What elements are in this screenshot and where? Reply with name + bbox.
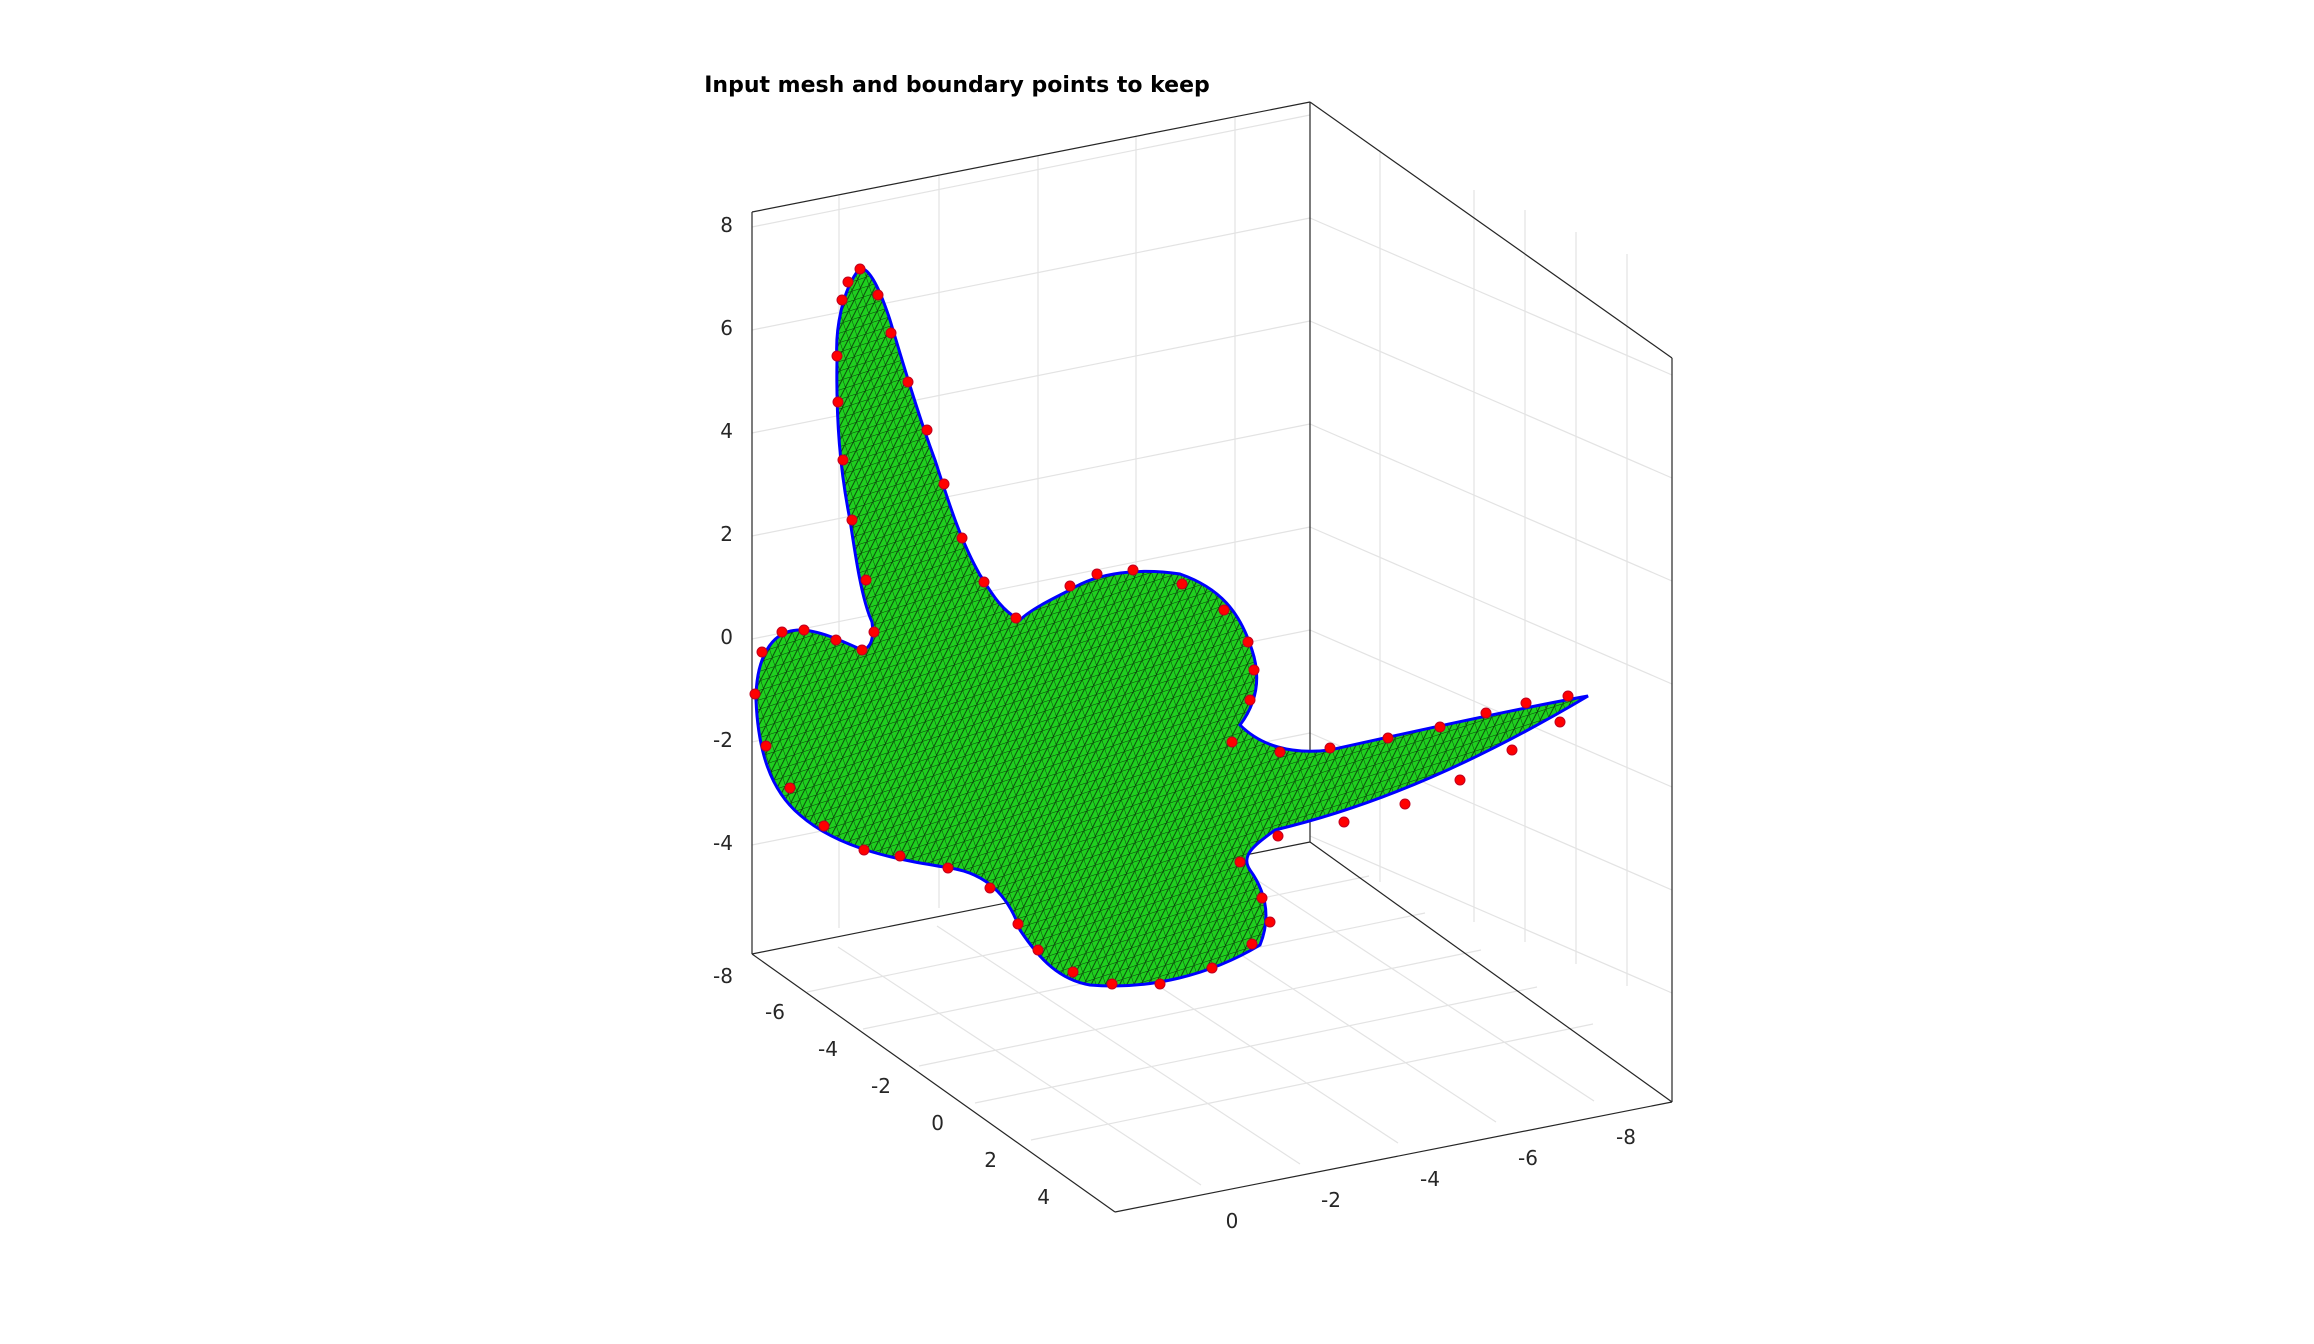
x-axis-ticks: -6 -4 -2 0 2 4 [765,1000,1050,1209]
z-tick-label: 0 [720,625,733,649]
y-tick-label: -4 [1420,1167,1440,1191]
x-tick-label: -4 [818,1037,838,1061]
y-tick-label: 0 [1226,1209,1239,1233]
y-tick-label: -6 [1518,1146,1538,1170]
boundary-points [749,263,1574,990]
z-tick-label: -2 [713,728,733,752]
z-tick-label: -4 [713,831,733,855]
z-tick-label: -8 [713,964,733,988]
x-tick-label: 0 [931,1111,944,1135]
x-tick-label: -6 [765,1000,785,1024]
chart-title: Input mesh and boundary points to keep [704,73,1210,98]
y-axis-ticks: 0 -2 -4 -6 -8 [1226,1125,1636,1233]
z-tick-label: 2 [720,522,733,546]
y-tick-label: -8 [1616,1125,1636,1149]
z-axis-ticks: 8 6 4 2 0 -2 -4 -8 [713,213,733,988]
mesh-surface [754,266,1589,988]
x-tick-label: -2 [871,1074,891,1098]
x-tick-label: 4 [1037,1185,1050,1209]
z-tick-label: 6 [720,316,733,340]
x-tick-label: 2 [984,1148,997,1172]
z-tick-label: 8 [720,213,733,237]
y-tick-label: -2 [1321,1188,1341,1212]
z-tick-label: 4 [720,419,733,443]
